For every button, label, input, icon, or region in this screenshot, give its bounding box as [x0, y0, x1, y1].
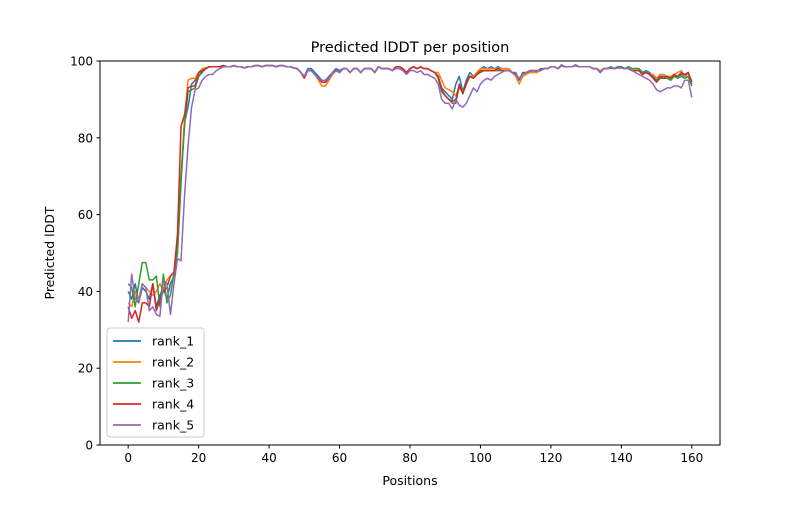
legend-item-rank_4: rank_4 — [113, 397, 194, 412]
legend-label: rank_4 — [152, 397, 194, 412]
series-line-rank_2 — [127, 64, 693, 308]
y-tick-label: 0 — [85, 439, 93, 453]
legend-label: rank_2 — [152, 355, 194, 370]
y-tick-label: 60 — [78, 208, 93, 222]
series-line-rank_4 — [127, 64, 693, 323]
chart-title: Predicted lDDT per position — [311, 40, 510, 56]
x-tick-label: 140 — [610, 451, 633, 465]
x-tick-label: 20 — [191, 451, 206, 465]
legend-item-rank_3: rank_3 — [113, 376, 194, 391]
y-tick-label: 40 — [78, 285, 93, 299]
x-tick-label: 60 — [332, 451, 347, 465]
y-axis-label: Predicted lDDT — [42, 206, 57, 299]
x-tick-label: 40 — [261, 451, 276, 465]
x-tick-label: 160 — [680, 451, 703, 465]
legend-item-rank_5: rank_5 — [113, 418, 194, 433]
series-line-rank_5 — [127, 64, 693, 323]
series-line-rank_3 — [127, 64, 693, 308]
series-line-rank_1 — [127, 64, 693, 308]
legend-label: rank_1 — [152, 334, 194, 349]
x-tick-label: 0 — [124, 451, 132, 465]
x-tick-label: 100 — [469, 451, 492, 465]
legend: rank_1 rank_2 rank_3 rank_4 rank_5 — [106, 327, 205, 438]
y-tick-label: 80 — [78, 131, 93, 145]
legend-box — [106, 327, 205, 438]
legend-item-rank_2: rank_2 — [113, 355, 194, 370]
series-layer — [127, 64, 693, 323]
legend-label: rank_3 — [152, 376, 194, 391]
y-tick-label: 100 — [70, 55, 93, 69]
x-tick-label: 80 — [402, 451, 417, 465]
legend-label: rank_5 — [152, 418, 194, 433]
ticks-layer: 0 20 40 60 80 100 120 140 160 0 20 40 60 80 100 — [70, 55, 703, 466]
x-axis-label: Positions — [382, 473, 437, 488]
legend-item-rank_1: rank_1 — [113, 334, 194, 349]
y-tick-label: 20 — [78, 362, 93, 376]
x-tick-label: 120 — [539, 451, 562, 465]
